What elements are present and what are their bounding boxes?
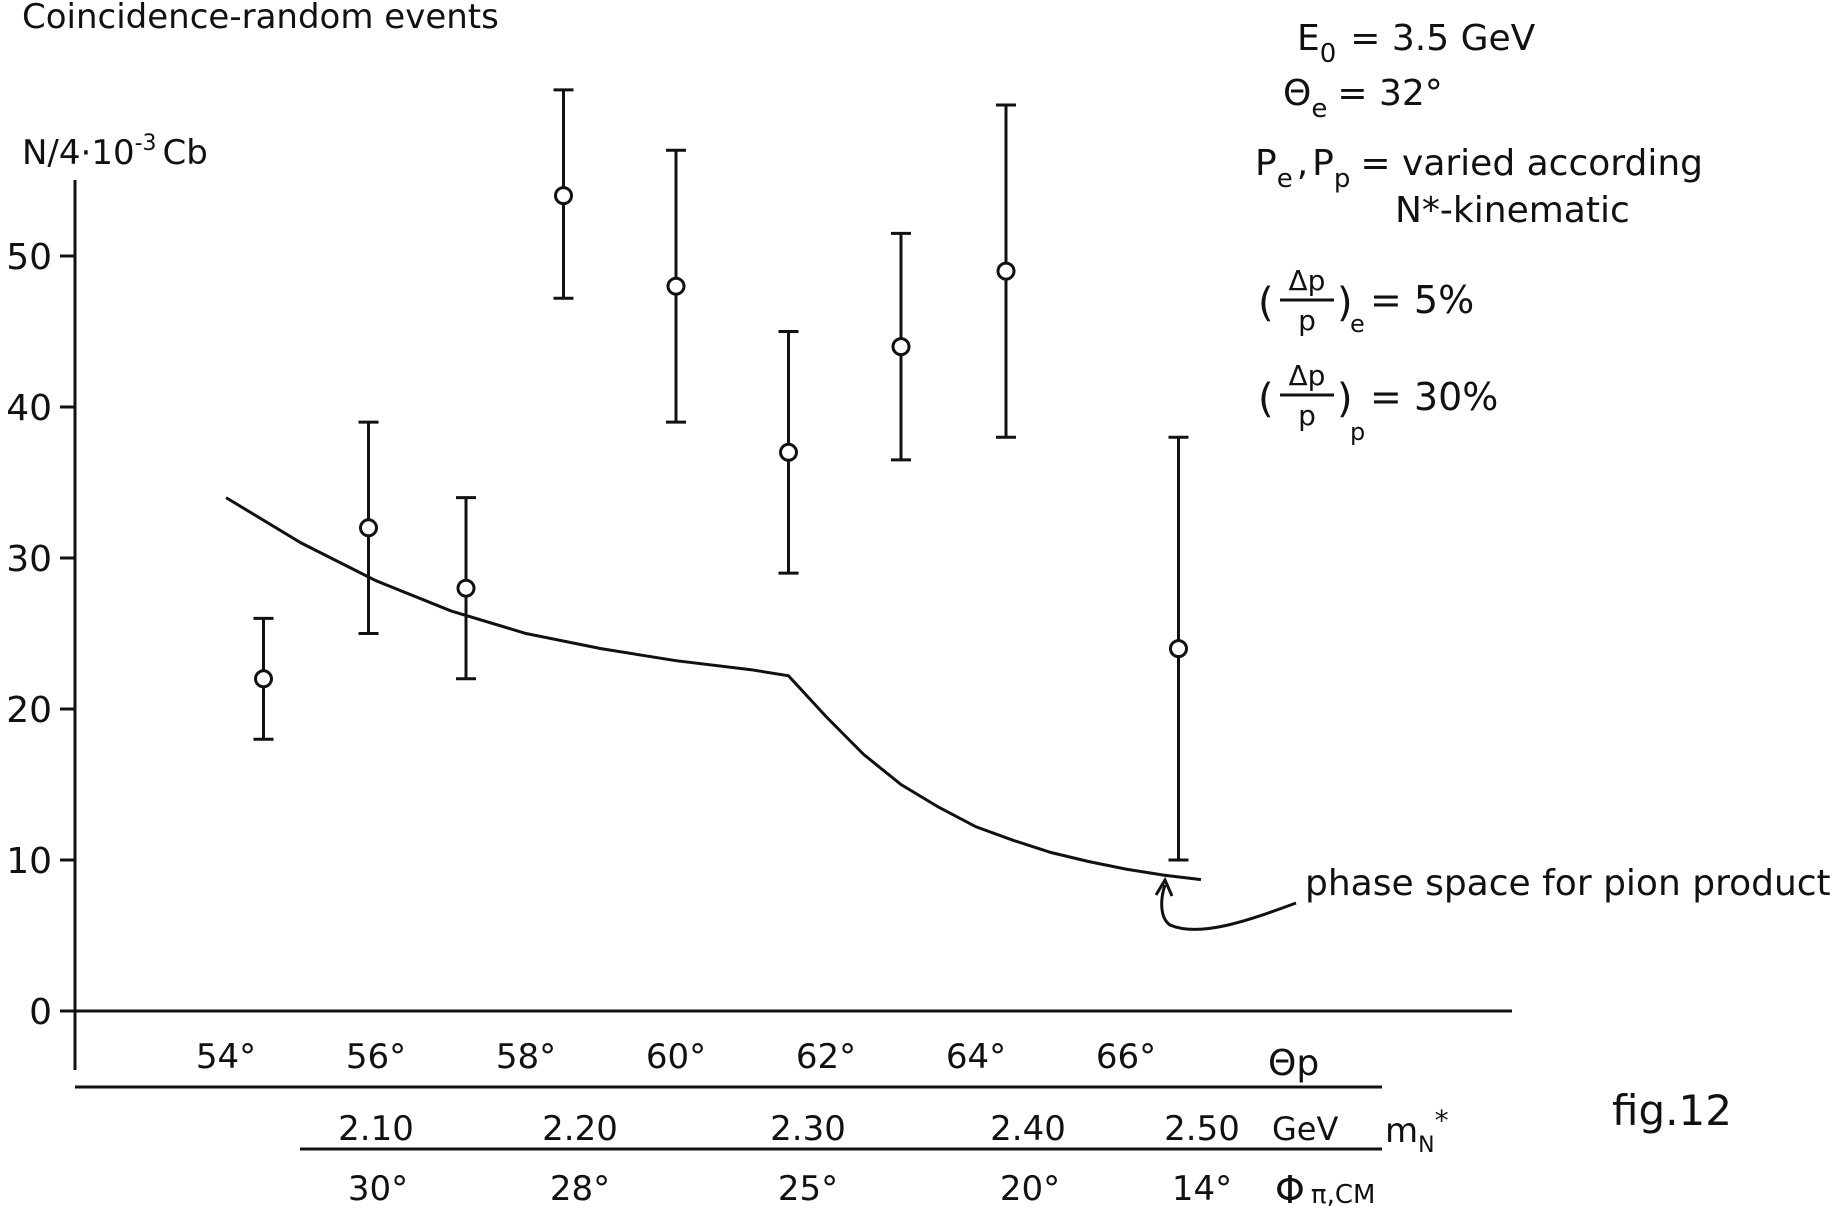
res-e-open-paren: (	[1258, 280, 1274, 326]
data-point-marker	[996, 261, 1016, 281]
phi-tick-label: 30°	[348, 1169, 408, 1209]
res-e-value: = 5%	[1370, 278, 1474, 322]
y-tick-label: 10	[6, 841, 52, 882]
data-point	[358, 420, 379, 635]
data-point	[996, 103, 1016, 439]
res-e-numerator: Δp	[1289, 264, 1326, 297]
data-point	[456, 496, 476, 681]
phase-space-curve	[225, 496, 1202, 882]
mass-tick-label: 2.30	[770, 1109, 846, 1149]
param-momenta: Pe, Pp = varied according	[1255, 143, 1703, 194]
theta-p-tick-label: 58°	[496, 1037, 556, 1077]
phi-tick-label: 20°	[1000, 1169, 1060, 1209]
mass-axis-label: mN*	[1385, 1104, 1449, 1158]
param-e0: E0 = 3.5 GeV	[1297, 18, 1536, 69]
data-point	[666, 148, 686, 424]
res-e-close-paren: )	[1337, 280, 1353, 326]
y-tick-label: 20	[6, 690, 52, 731]
res-p-value: = 30%	[1370, 375, 1498, 419]
data-point-marker	[891, 337, 911, 357]
theta-p-tick-label: 64°	[946, 1037, 1006, 1077]
data-point	[778, 330, 799, 575]
theta-p-axis-ticks: 54° 56° 58° 60° 62° 64° 66°	[196, 1037, 1156, 1077]
mass-tick-label: 2.40	[990, 1109, 1066, 1149]
mass-tick-label: 2.20	[542, 1109, 618, 1149]
y-tick-label: 30	[6, 539, 52, 580]
theta-p-tick-label: 54°	[196, 1037, 256, 1077]
y-axis-label: N/4·10-3 Cb	[22, 131, 208, 173]
data-point-marker	[254, 669, 273, 689]
theta-p-tick-label: 60°	[646, 1037, 706, 1077]
data-point-marker	[456, 578, 476, 598]
res-p-close-paren: )	[1337, 376, 1353, 422]
curve-annotation: phase space for pion production	[1305, 863, 1830, 904]
phi-tick-label: 14°	[1172, 1169, 1232, 1209]
y-tick-label: 50	[6, 237, 52, 278]
mass-unit: GeV	[1272, 1110, 1338, 1148]
data-point-marker	[359, 518, 378, 538]
res-p-numerator: Δp	[1289, 359, 1326, 392]
parameter-annotations: E0 = 3.5 GeV Θe = 32° Pe, Pp = varied accord…	[1255, 18, 1703, 446]
figure-label: fig.12	[1612, 1086, 1732, 1135]
y-tick-label: 40	[6, 388, 52, 429]
data-points-layer	[253, 88, 1189, 862]
res-e-denominator: p	[1298, 304, 1316, 337]
data-point-marker	[779, 442, 798, 462]
data-point	[553, 88, 574, 300]
annotation-pointer-line	[1160, 884, 1297, 931]
data-point-marker	[1169, 639, 1188, 659]
param-theta-e: Θe = 32°	[1283, 73, 1443, 124]
theta-p-axis-label: Θp	[1268, 1043, 1319, 1084]
param-momenta-cont: N*-kinematic	[1395, 190, 1630, 231]
y-tick-label: 0	[29, 992, 52, 1033]
data-point-marker	[666, 276, 686, 296]
y-axis-ticks: 0 10 20 30 40 50	[6, 237, 75, 1033]
theta-p-tick-label: 62°	[796, 1037, 856, 1077]
mass-tick-label: 2.50	[1164, 1109, 1240, 1149]
theta-p-tick-label: 56°	[346, 1037, 406, 1077]
data-point	[1168, 435, 1189, 862]
res-p-denominator: p	[1298, 399, 1316, 432]
phi-tick-label: 28°	[550, 1169, 610, 1209]
res-e-subscript: e	[1350, 310, 1365, 338]
data-point-marker	[554, 186, 573, 206]
data-point	[253, 616, 274, 741]
phi-tick-label: 25°	[778, 1169, 838, 1209]
annotation-arrow-head	[1154, 876, 1174, 897]
data-point	[891, 231, 911, 462]
mass-tick-label: 2.10	[338, 1109, 414, 1149]
chart-title: Coincidence-random events	[22, 0, 499, 37]
res-p-open-paren: (	[1258, 376, 1274, 422]
theta-p-tick-label: 66°	[1096, 1037, 1156, 1077]
phase-space-curve-layer	[225, 496, 1202, 882]
res-p-subscript: p	[1350, 418, 1365, 446]
